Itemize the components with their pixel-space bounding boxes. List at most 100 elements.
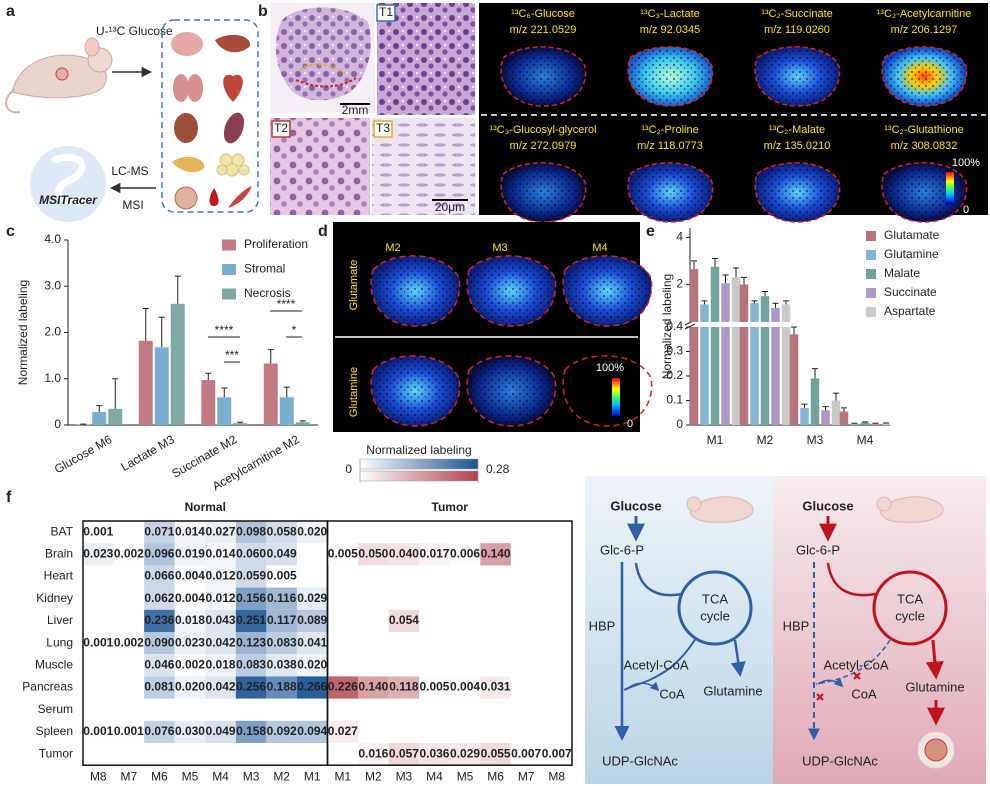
- error-bar: [221, 387, 228, 398]
- metabolite: Glutamine: [703, 683, 762, 698]
- heat-cell: [113, 543, 145, 566]
- bar: [739, 284, 749, 322]
- heat-cell: [266, 654, 297, 677]
- heat-cell: [205, 676, 236, 699]
- image-mz: m/z 308.0832: [891, 140, 958, 152]
- region-label: T2: [274, 121, 288, 135]
- heat-cell: [266, 587, 297, 610]
- heat-cell: [144, 676, 175, 699]
- heat-cell: [144, 654, 175, 677]
- organ-muscle: [228, 186, 252, 208]
- cell-label: 0.156: [236, 591, 266, 605]
- error-bar: [112, 378, 119, 409]
- cell-label: 0.071: [144, 524, 174, 538]
- cell-label: 0.027: [206, 524, 236, 538]
- row-label: Kidney: [36, 591, 73, 605]
- colorbar-label: 100%: [952, 157, 980, 169]
- cell-label: 0.098: [236, 524, 266, 538]
- cell-label: 0.140: [481, 546, 511, 560]
- heat-cell: [235, 587, 267, 610]
- software-label: MSITracer: [39, 193, 98, 207]
- cell-label: 0.076: [144, 724, 174, 738]
- heat-cell: [388, 676, 420, 699]
- bar: [739, 327, 749, 425]
- tissue-speckle: [755, 46, 840, 106]
- legend-label: Proliferation: [244, 237, 308, 251]
- method-label: LC-MS: [111, 164, 148, 178]
- heat-cell: [174, 654, 206, 677]
- row-label: Heart: [44, 569, 74, 583]
- x-tick-label: M3: [807, 433, 824, 447]
- group-title: Tumor: [432, 500, 469, 514]
- tissue-speckle: [467, 255, 556, 326]
- heat-cell: [235, 676, 267, 699]
- cell-label: 0.012: [206, 569, 236, 583]
- organ-brain: [171, 32, 203, 56]
- y-tick-label: 4: [676, 230, 683, 244]
- cell-label: 0.081: [144, 680, 174, 694]
- image-mz: m/z 118.0773: [637, 140, 703, 152]
- error-bar: [791, 326, 797, 335]
- column-label: M7: [518, 769, 535, 783]
- cell-label: 0.023: [175, 635, 205, 649]
- heat-cell: [449, 743, 481, 766]
- cell-label: 0.094: [297, 724, 327, 738]
- mouse-icon: [686, 496, 944, 523]
- cell-label: 0.019: [175, 546, 205, 560]
- heat-cell: [266, 609, 297, 632]
- bar: [201, 380, 216, 425]
- row-label: Tumor: [39, 746, 73, 760]
- cell-label: 0.018: [175, 613, 205, 627]
- cell-label: 0.055: [481, 746, 511, 760]
- error-bar: [158, 316, 165, 348]
- heat-cell: [419, 676, 450, 699]
- bar: [800, 407, 809, 425]
- cell-label: 0.049: [206, 724, 236, 738]
- error-bar: [174, 275, 181, 304]
- heat-cell: [388, 743, 420, 766]
- cell-label: 0.001: [83, 635, 113, 649]
- heat-cell: [144, 521, 175, 544]
- error-bar: [801, 403, 808, 408]
- x-tick-label: M4: [857, 433, 874, 447]
- colorbar: [612, 378, 620, 416]
- cell-label: 0.040: [389, 546, 419, 560]
- logo-mark: [51, 154, 86, 205]
- region-tag: [376, 4, 396, 22]
- heat-cell: [296, 521, 328, 544]
- heat-cell: [480, 676, 511, 699]
- heat-cell: [266, 565, 297, 588]
- tissue-speckle: [628, 46, 713, 106]
- metabolite-label: Glutamate: [348, 260, 360, 311]
- legend-label: Glutamate: [884, 228, 940, 242]
- bar: [789, 334, 799, 425]
- panel-b: 2mm T1 T2 T3 20μm ¹³C₆-Glucose m/z 221.05…: [270, 3, 988, 223]
- colorbar: [359, 458, 479, 470]
- group-title: Normal: [185, 500, 226, 514]
- blocked-mark: [816, 672, 861, 701]
- cell-label: 0.041: [297, 635, 327, 649]
- tissue-outline: [627, 46, 714, 107]
- cell-label: 0.226: [328, 680, 358, 694]
- cell-label: 0.020: [297, 657, 327, 671]
- colorbar-tick-label: 0.28: [486, 462, 510, 476]
- image-title: ¹³C₂-Acetylcarnitine: [877, 8, 972, 20]
- error-bar: [822, 406, 829, 411]
- cell-label: 0.188: [267, 680, 297, 694]
- tissue-outline: [754, 46, 841, 107]
- tca-cycle: [872, 570, 948, 646]
- bar: [700, 304, 709, 322]
- error-bar: [299, 420, 306, 423]
- y-tick-label: 3.0: [44, 278, 61, 292]
- legend-swatch: [866, 231, 876, 241]
- heat-cell: [296, 587, 328, 610]
- metabolite: Glucose: [802, 498, 853, 513]
- legend-label: Succinate: [884, 285, 937, 299]
- y-tick-label: 0.3: [666, 344, 683, 358]
- panel-d: M2 M3 M4 Glutamate Glutamine 100% 0: [333, 222, 653, 432]
- scale-label: 20μm: [435, 200, 465, 214]
- heat-cell: [235, 720, 267, 743]
- x-tick-label: M1: [707, 433, 724, 447]
- column-label: M8: [90, 769, 107, 783]
- tissue-outline: [562, 255, 653, 327]
